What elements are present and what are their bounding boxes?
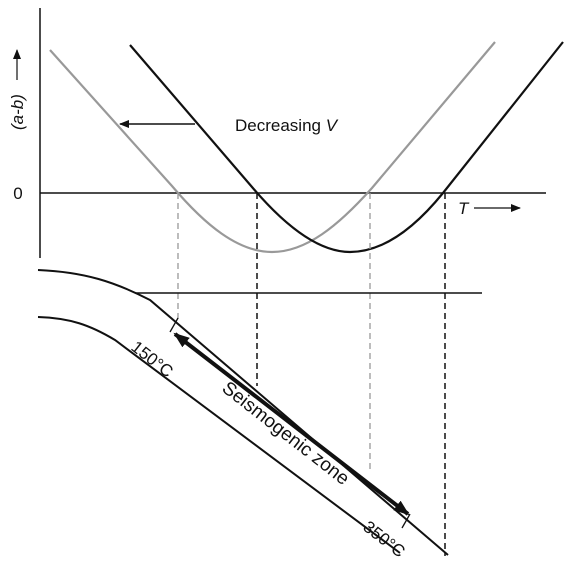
annotation: Decreasing V — [235, 116, 339, 135]
y-axis-label: (a-b) — [8, 94, 27, 130]
zone-label: Seismogenic zone — [218, 378, 353, 490]
annotation-text: Decreasing — [235, 116, 321, 135]
black-curve — [130, 42, 563, 252]
x-axis-label: T — [458, 199, 470, 218]
zero-label: 0 — [13, 184, 22, 203]
slab-bottom — [38, 317, 400, 553]
annotation-variable: V — [326, 116, 339, 135]
lower-temp: 350°C — [360, 517, 409, 560]
gray-curve — [50, 42, 495, 252]
diagram: 0 (a-b) T Decreasing V Seismogenic zone … — [0, 0, 571, 560]
upper-temp: 150°C — [128, 337, 177, 381]
